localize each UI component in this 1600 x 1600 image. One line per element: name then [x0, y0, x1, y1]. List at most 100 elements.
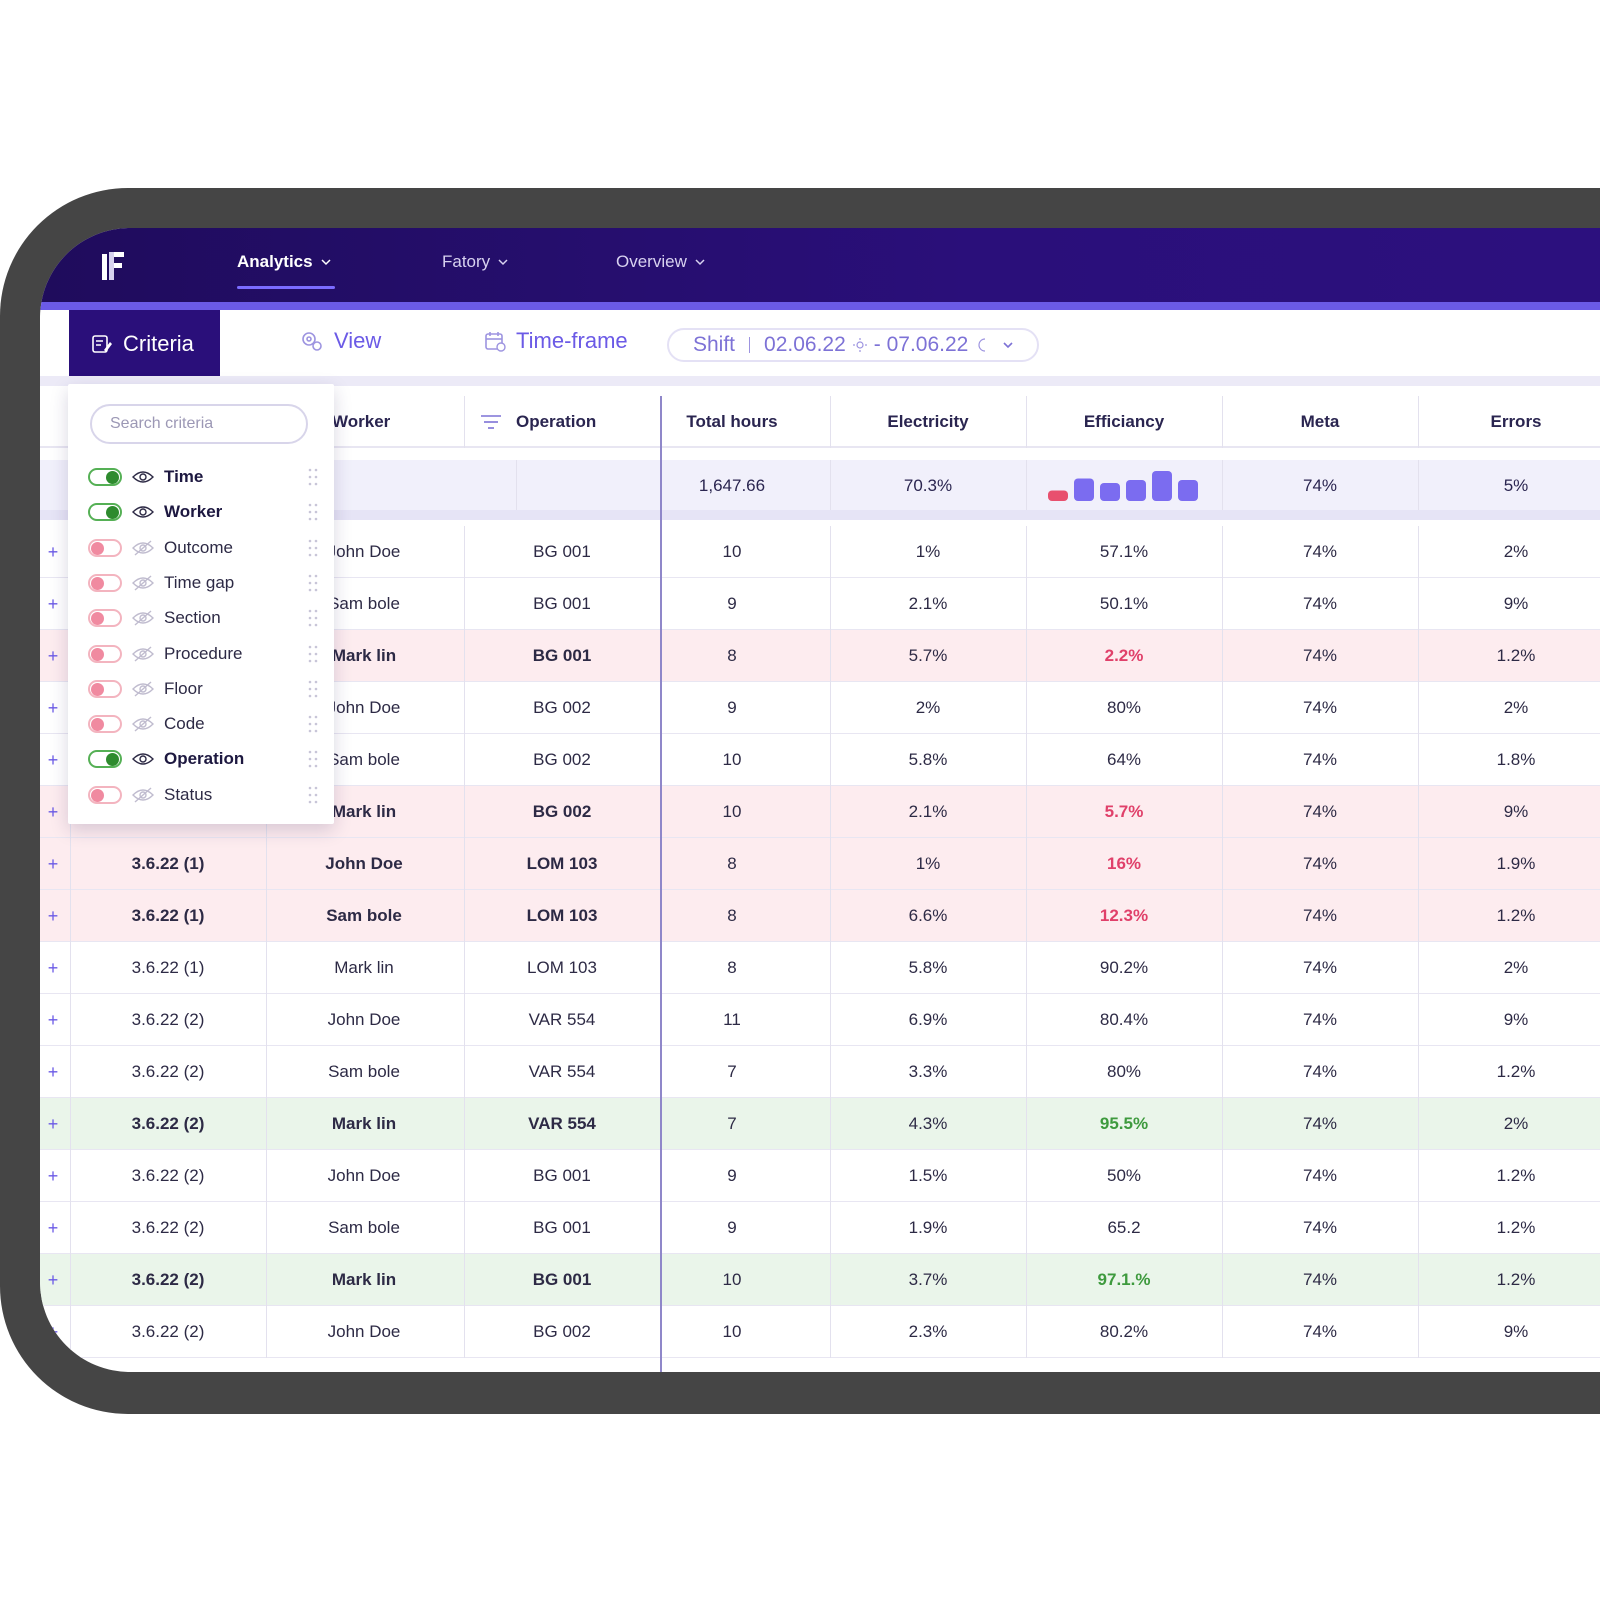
- expand-row-icon[interactable]: +: [47, 906, 59, 926]
- eye-off-icon[interactable]: [132, 787, 154, 803]
- table-row[interactable]: + John Doe BG 001 10 1% 57.1% 74% 2%: [40, 526, 1600, 578]
- header-meta[interactable]: Meta: [1300, 412, 1340, 431]
- search-criteria-input[interactable]: [90, 404, 308, 444]
- drag-handle-icon[interactable]: [308, 645, 318, 663]
- eye-off-icon[interactable]: [132, 716, 154, 732]
- eye-icon[interactable]: [132, 751, 154, 767]
- expand-row-icon[interactable]: +: [47, 1218, 59, 1238]
- table-row[interactable]: +3.6.22 (2) John Doe BG 002 10 2.3% 80.2% 74% 9…: [40, 1306, 1600, 1358]
- table-row[interactable]: +3.6.22 (2) John Doe BG 001 9 1.5% 50% 74% 1.2%: [40, 1150, 1600, 1202]
- criteria-toggle[interactable]: [88, 538, 122, 557]
- criteria-tab[interactable]: Criteria: [69, 310, 220, 378]
- eye-icon[interactable]: [132, 504, 154, 520]
- drag-handle-icon[interactable]: [308, 715, 318, 733]
- cell-errors: 1.8%: [1496, 750, 1536, 769]
- criteria-toggle[interactable]: [88, 785, 122, 804]
- drag-handle-icon[interactable]: [308, 503, 318, 521]
- drag-handle-icon[interactable]: [308, 786, 318, 804]
- cell-operation: BG 002: [532, 802, 592, 821]
- drag-handle-icon[interactable]: [308, 750, 318, 768]
- header-electricity[interactable]: Electricity: [887, 412, 969, 431]
- summary-electricity: 70.3%: [903, 476, 953, 495]
- eye-off-icon[interactable]: [132, 540, 154, 556]
- table-row[interactable]: + John Doe BG 002 9 2% 80% 74% 2%: [40, 682, 1600, 734]
- header-total-hours[interactable]: Total hours: [686, 412, 778, 431]
- drag-handle-icon[interactable]: [308, 609, 318, 627]
- table-row[interactable]: +3.6.22 (2) John Doe VAR 554 11 6.9% 80.4% 74%…: [40, 994, 1600, 1046]
- criteria-toggle[interactable]: [88, 468, 122, 486]
- criteria-item[interactable]: Time gap: [88, 568, 318, 598]
- criteria-item[interactable]: Code: [88, 709, 318, 739]
- criteria-toggle[interactable]: [88, 573, 122, 592]
- criteria-item[interactable]: Worker: [88, 497, 318, 527]
- header-operation[interactable]: Operation: [480, 396, 660, 448]
- expand-row-icon[interactable]: +: [47, 594, 59, 614]
- cell-efficiency: 80.4%: [1099, 1010, 1149, 1029]
- expand-row-icon[interactable]: +: [47, 1010, 59, 1030]
- expand-row-icon[interactable]: +: [47, 958, 59, 978]
- expand-row-icon[interactable]: +: [47, 1322, 59, 1342]
- header-efficiency[interactable]: Efficiancy: [1083, 412, 1165, 431]
- eye-off-icon[interactable]: [132, 681, 154, 697]
- drag-handle-icon[interactable]: [308, 468, 318, 486]
- table-row[interactable]: + Sam bole BG 001 9 2.1% 50.1% 74% 9%: [40, 578, 1600, 630]
- drag-handle-icon[interactable]: [308, 574, 318, 592]
- criteria-item[interactable]: Procedure: [88, 639, 318, 669]
- drag-handle-icon[interactable]: [308, 539, 318, 557]
- expand-row-icon[interactable]: +: [47, 1114, 59, 1134]
- view-tab[interactable]: View: [300, 328, 381, 354]
- criteria-toggle[interactable]: [88, 644, 122, 663]
- table-row[interactable]: +3.6.22 (2) Mark lin VAR 554 7 4.3% 95.5% 74% 2…: [40, 1098, 1600, 1150]
- cell-meta: 74%: [1302, 1218, 1338, 1237]
- cell-operation: LOM 103: [526, 854, 598, 873]
- cell-operation: VAR 554: [528, 1062, 596, 1081]
- nav-analytics[interactable]: Analytics: [237, 252, 335, 289]
- col-divider: [1026, 734, 1027, 786]
- expand-row-icon[interactable]: +: [47, 1062, 59, 1082]
- eye-off-icon[interactable]: [132, 645, 154, 662]
- criteria-item[interactable]: Status: [88, 780, 318, 810]
- criteria-toggle[interactable]: [88, 679, 122, 698]
- table-row[interactable]: + Sam bole BG 002 10 5.8% 64% 74% 1.8%: [40, 734, 1600, 786]
- toolbar-shadow-band: [40, 376, 1600, 386]
- nav-overview-label: Overview: [616, 252, 687, 271]
- table-row[interactable]: +3.6.22 (1) John Doe LOM 103 8 1% 16% 74% 1.9%: [40, 838, 1600, 890]
- table-row[interactable]: +3.6.22 (2) Sam bole VAR 554 7 3.3% 80% 74% 1.2…: [40, 1046, 1600, 1098]
- criteria-toggle[interactable]: [88, 750, 122, 769]
- expand-row-icon[interactable]: +: [47, 802, 59, 822]
- expand-row-icon[interactable]: +: [47, 1270, 59, 1290]
- cell-total-hours: 8: [727, 958, 737, 977]
- cell-total-hours: 10: [722, 542, 742, 561]
- expand-row-icon[interactable]: +: [47, 1166, 59, 1186]
- nav-overview[interactable]: Overview: [616, 252, 705, 272]
- criteria-toggle[interactable]: [88, 609, 122, 628]
- expand-row-icon[interactable]: +: [47, 646, 59, 666]
- expand-row-icon[interactable]: +: [47, 854, 59, 874]
- criteria-toggle[interactable]: [88, 715, 122, 734]
- eye-off-icon[interactable]: [132, 575, 154, 591]
- criteria-item[interactable]: Outcome: [88, 533, 318, 563]
- drag-handle-icon[interactable]: [308, 680, 318, 698]
- criteria-item[interactable]: Floor: [88, 674, 318, 704]
- table-row[interactable]: +3.6.22 (1) Sam bole LOM 103 8 6.6% 12.3% 74% 1…: [40, 890, 1600, 942]
- table-row[interactable]: +3.6.22 (1) Mark lin LOM 103 8 5.8% 90.2% 74% 2…: [40, 942, 1600, 994]
- expand-row-icon[interactable]: +: [47, 750, 59, 770]
- table-row[interactable]: +3.6.22 (2) Mark lin BG 001 10 3.7% 97.1.% 74%…: [40, 1254, 1600, 1306]
- eye-icon[interactable]: [132, 469, 154, 485]
- expand-row-icon[interactable]: +: [47, 542, 59, 562]
- table-row[interactable]: +3.6.22 (2) Sam bole BG 001 9 1.9% 65.2 74% 1.2…: [40, 1202, 1600, 1254]
- timeframe-tab[interactable]: Time-frame: [484, 328, 628, 354]
- nav-fatory[interactable]: Fatory: [442, 252, 508, 272]
- expand-row-icon[interactable]: +: [47, 698, 59, 718]
- filter-icon[interactable]: [480, 414, 502, 430]
- shift-date-range-select[interactable]: Shift 02.06.22 - 07.06.22: [667, 328, 1039, 362]
- criteria-item[interactable]: Section: [88, 603, 318, 633]
- eye-off-icon[interactable]: [132, 610, 154, 626]
- header-worker[interactable]: Worker: [332, 412, 391, 431]
- header-errors[interactable]: Errors: [1490, 412, 1542, 431]
- criteria-item[interactable]: Operation: [88, 744, 318, 774]
- criteria-toggle[interactable]: [88, 503, 122, 522]
- criteria-item[interactable]: Time: [88, 462, 318, 492]
- efficiency-bar: [1152, 471, 1172, 501]
- cell-meta: 74%: [1302, 802, 1338, 821]
